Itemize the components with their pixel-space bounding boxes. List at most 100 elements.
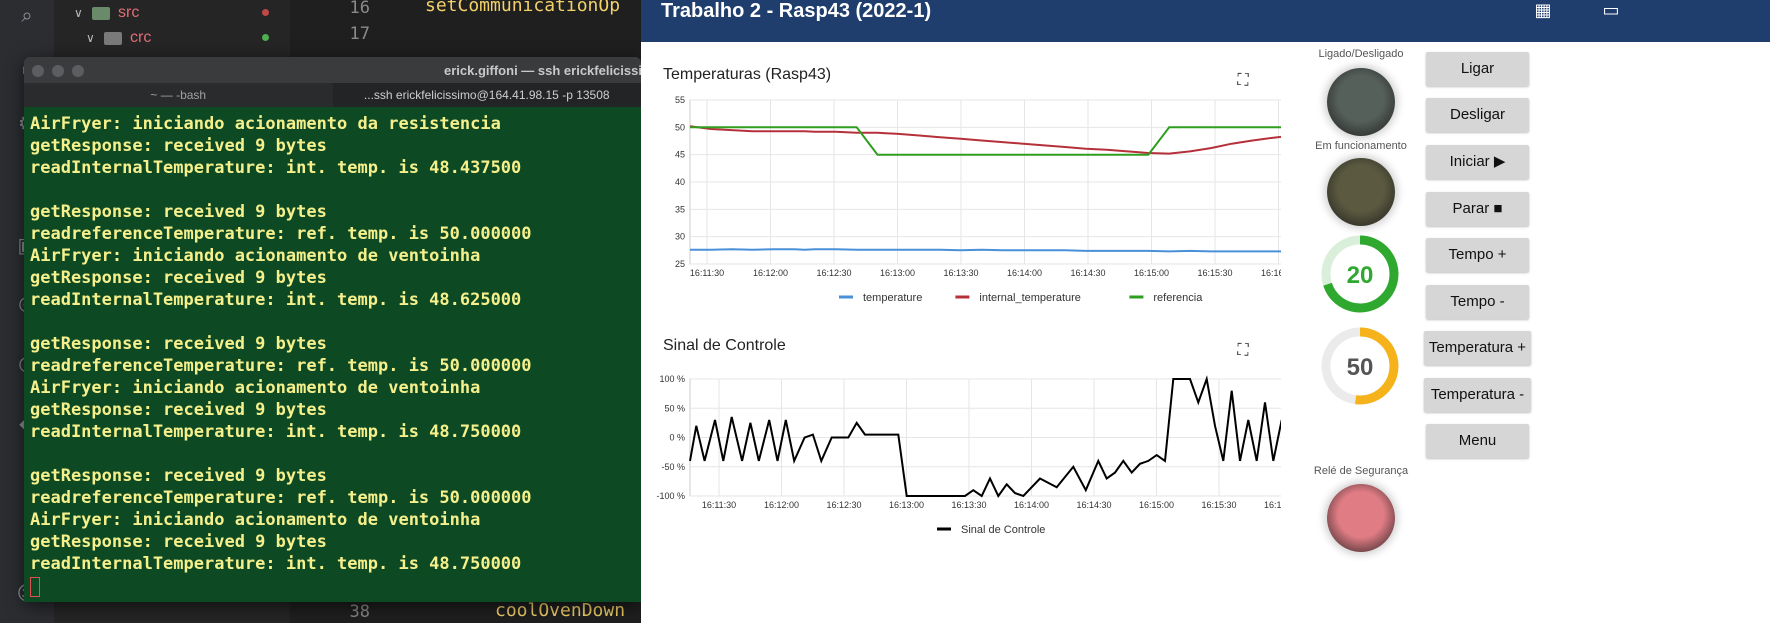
y-tick-label: 25 (675, 259, 685, 269)
fullscreen-icon[interactable]: ⛶ (1237, 70, 1249, 89)
maximize-window-button[interactable] (72, 65, 84, 77)
series-line-temperature (690, 248, 1281, 253)
code-line: setCommunicationOp (425, 0, 621, 16)
terminal-line: readreferenceTemperature: ref. temp. is … (30, 356, 532, 376)
terminal-line (30, 443, 635, 465)
y-tick-label: 100 % (659, 374, 685, 384)
dashboard: Trabalho 2 - Rasp43 (2022-1) ▦ ▭ Tempera… (641, 0, 1770, 623)
terminal-line: readInternalTemperature: int. temp. is 4… (30, 554, 522, 574)
x-tick-label: 16:16:00 (1264, 500, 1281, 510)
chevron-down-icon: ∨ (86, 31, 95, 45)
parar-button[interactable]: Parar ■ (1426, 192, 1529, 226)
x-tick-label: 16:15:00 (1134, 268, 1169, 278)
terminal-line: readreferenceTemperature: ref. temp. is … (30, 488, 532, 508)
terminal-tabs: ~ — -bash ...ssh erickfelicissimo@164.41… (24, 83, 641, 107)
tempo-minus-button[interactable]: Tempo - (1426, 285, 1529, 319)
legend-label: referencia (1153, 292, 1203, 304)
legend-label: temperature (863, 292, 922, 304)
x-tick-label: 16:12:30 (826, 500, 861, 510)
time-gauge: 20 (1319, 233, 1401, 320)
fullscreen-icon[interactable]: ⛶ (1237, 340, 1249, 359)
terminal-line: AirFryer: iniciando acionamento de vento… (30, 246, 481, 266)
tree-item-crc[interactable]: ∨ crc (86, 27, 151, 49)
y-tick-label: 50 (675, 122, 685, 132)
y-tick-label: -100 % (656, 491, 685, 501)
terminal-tab[interactable]: ~ — -bash (150, 88, 207, 102)
desligar-button[interactable]: Desligar (1426, 98, 1529, 132)
y-tick-label: 30 (675, 232, 685, 242)
terminal-cursor (30, 577, 40, 597)
terminal-line: getResponse: received 9 bytes (30, 532, 327, 552)
legend-label: Sinal de Controle (961, 524, 1045, 536)
terminal-line: readInternalTemperature: int. temp. is 4… (30, 422, 522, 442)
status-dot (262, 34, 269, 41)
dashboard-title: Trabalho 2 - Rasp43 (2022-1) (661, 0, 932, 22)
temperatura-minus-button[interactable]: Temperatura - (1424, 378, 1531, 412)
x-tick-label: 16:16:00 (1261, 268, 1281, 278)
line-number: 38 (349, 602, 370, 622)
y-tick-label: 0 % (669, 433, 685, 443)
temperature-gauge: 50 (1319, 325, 1401, 412)
x-tick-label: 16:12:00 (753, 268, 788, 278)
terminal-output[interactable]: AirFryer: iniciando acionamento da resis… (24, 107, 641, 575)
line-number: 17 (349, 24, 370, 44)
terminal-title: erick.giffoni — ssh erickfelicissimo@164… (444, 63, 641, 78)
running-status-led (1327, 158, 1395, 226)
terminal-line: getResponse: received 9 bytes (30, 466, 327, 486)
terminal-line: readreferenceTemperature: ref. temp. is … (30, 224, 532, 244)
code-line: coolOvenDown (495, 600, 626, 621)
x-tick-label: 16:14:30 (1070, 268, 1105, 278)
x-tick-label: 16:13:00 (889, 500, 924, 510)
y-tick-label: 50 % (664, 403, 685, 413)
gauge-arc (1321, 235, 1399, 313)
dashboard-grid-icon[interactable]: ▦ (1534, 0, 1552, 21)
search-icon[interactable]: ⌕ (21, 3, 33, 27)
legend-label: internal_temperature (979, 292, 1081, 304)
chart-title-temperaturas: Temperaturas (Rasp43) (663, 66, 832, 83)
power-status-led (1327, 68, 1395, 136)
x-tick-label: 16:13:30 (943, 268, 978, 278)
control-signal-chart: 100 % 50 % 0 % -50 % -100 % 16:11:30 16:12:00 1… (656, 374, 1281, 536)
ligar-button[interactable]: Ligar (1426, 52, 1529, 86)
terminal-line (30, 311, 635, 333)
tree-item-src[interactable]: ∨ src (74, 2, 139, 24)
terminal-line: readInternalTemperature: int. temp. is 4… (30, 290, 522, 310)
dashboard-header: Trabalho 2 - Rasp43 (2022-1) ▦ ▭ (641, 0, 1770, 42)
x-tick-label: 16:12:30 (816, 268, 851, 278)
terminal-line: AirFryer: iniciando acionamento da resis… (30, 114, 501, 134)
x-tick-label: 16:11:30 (702, 500, 736, 510)
close-window-button[interactable] (32, 65, 44, 77)
line-number: 16 (349, 0, 370, 18)
iniciar-button[interactable]: Iniciar ▶ (1426, 145, 1529, 179)
gauge-arc (1321, 327, 1399, 405)
terminal-line: AirFryer: iniciando acionamento de vento… (30, 378, 481, 398)
y-tick-label: 55 (675, 95, 685, 105)
minimize-window-button[interactable] (52, 65, 64, 77)
terminal-tab[interactable]: ...ssh erickfelicissimo@164.41.98.15 -p … (332, 83, 641, 107)
y-tick-label: 45 (675, 150, 685, 160)
series-line-referencia (690, 126, 1281, 156)
devices-icon[interactable]: ▭ (1602, 0, 1620, 21)
tempo-plus-button[interactable]: Tempo + (1426, 238, 1529, 272)
series-line-internal-temperature (689, 125, 1281, 155)
x-tick-label: 16:14:00 (1014, 500, 1049, 510)
chevron-down-icon: ∨ (74, 6, 83, 20)
tree-item-label: crc (130, 29, 152, 46)
terminal-line: AirFryer: iniciando acionamento de vento… (30, 510, 481, 530)
running-status-label: Em funcionamento (1315, 140, 1407, 152)
gauge-svg: 50 (1321, 327, 1399, 405)
terminal-line: getResponse: received 9 bytes (30, 400, 327, 420)
terminal-titlebar[interactable]: erick.giffoni — ssh erickfelicissimo@164… (24, 57, 641, 83)
gauge-value: 50 (1347, 354, 1374, 381)
y-tick-label: 35 (675, 204, 685, 214)
temperatura-plus-button[interactable]: Temperatura + (1424, 331, 1531, 365)
gauge-svg: 20 (1321, 235, 1399, 313)
x-tick-label: 16:14:00 (1007, 268, 1042, 278)
terminal-line: readInternalTemperature: int. temp. is 4… (30, 158, 522, 178)
terminal-line (30, 179, 635, 201)
safety-relay-led (1327, 484, 1395, 552)
x-tick-label: 16:15:30 (1201, 500, 1236, 510)
terminal-window[interactable]: erick.giffoni — ssh erickfelicissimo@164… (24, 57, 641, 602)
menu-button[interactable]: Menu (1426, 424, 1529, 458)
status-dot (262, 9, 269, 16)
